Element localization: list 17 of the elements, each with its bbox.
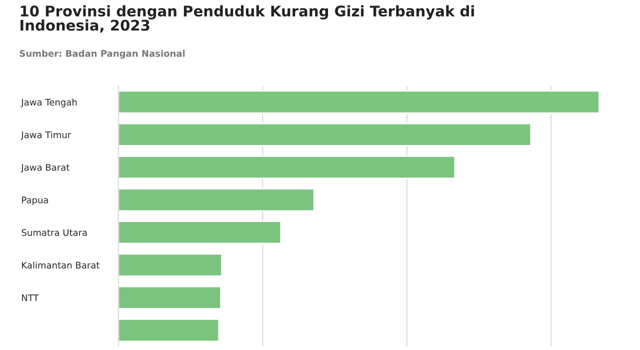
text: Sumber: Badan Pangan Nasional: [20, 50, 185, 59]
y-tick-label: Papua: [22, 196, 48, 206]
bar: [118, 122, 532, 146]
y-tick-label: NTT: [22, 294, 39, 302]
y-tick-label: Jawa Timur: [20, 131, 72, 140]
bar: [118, 253, 222, 277]
bar: [118, 155, 456, 180]
y-tick-label: Jawa Barat: [20, 164, 70, 172]
bar: [118, 188, 315, 212]
bar: [118, 220, 282, 244]
bar: [118, 286, 222, 310]
chart-title: 10 Provinsi dengan Penduduk Kurang Gizi Terbanyak di Indonesia, 2023: [20, 5, 474, 33]
y-tick-label: Jawa Tengah: [20, 98, 77, 108]
bar: [118, 90, 600, 114]
y-tick-label: Kalimantan Barat: [22, 262, 100, 269]
bar: [118, 318, 220, 342]
y-tick-label: Sumatra Utara: [22, 229, 87, 236]
